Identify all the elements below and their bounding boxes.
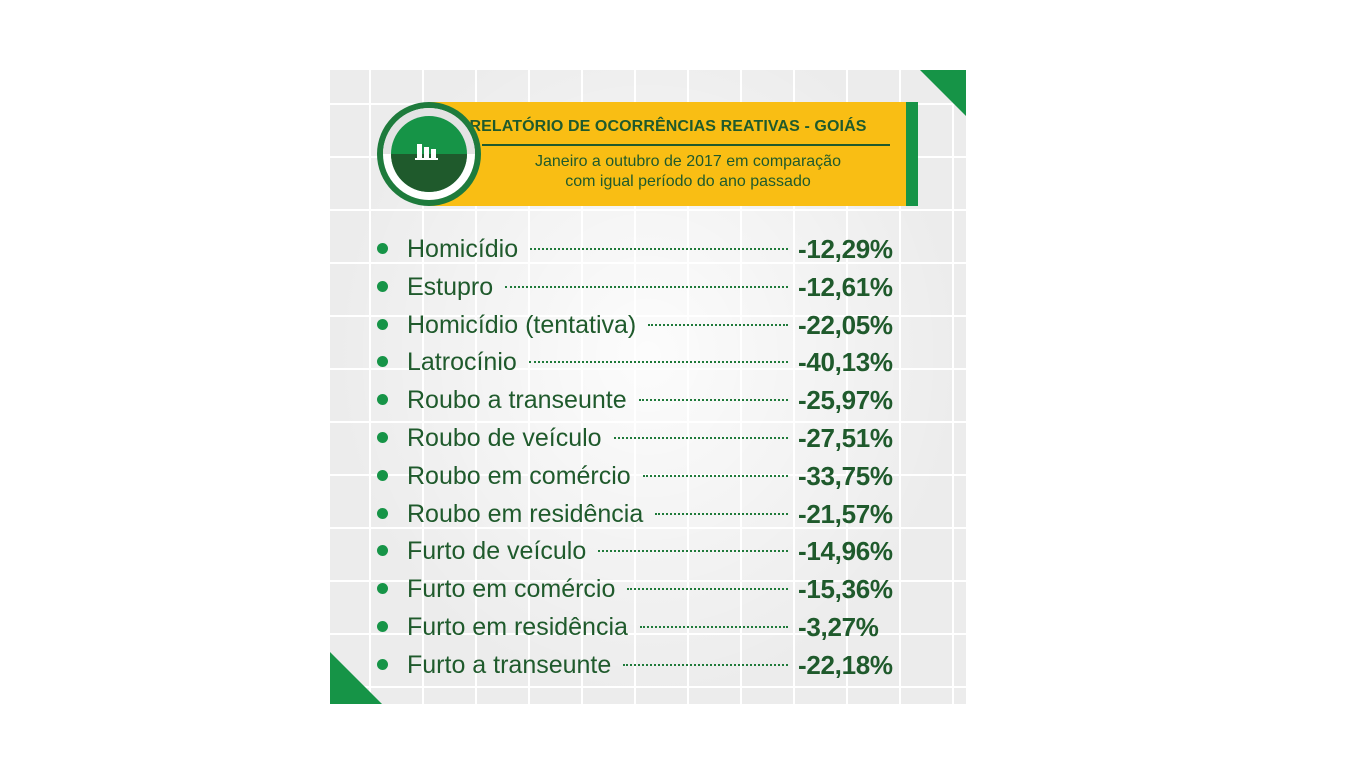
list-item: Furto em residência -3,27% <box>330 608 966 646</box>
header-banner: RELATÓRIO DE OCORRÊNCIAS REATIVAS - GOIÁ… <box>428 102 918 206</box>
item-label: Latrocínio <box>407 348 517 377</box>
dotted-leader <box>529 361 788 364</box>
list-item: Homicídio -12,29% <box>330 230 966 268</box>
list-item: Roubo de veículo -27,51% <box>330 419 966 457</box>
corner-triangle-top-right <box>920 70 966 116</box>
bullet-icon <box>377 469 388 481</box>
header-title: RELATÓRIO DE OCORRÊNCIAS REATIVAS - GOIÁ… <box>469 118 867 135</box>
bullet-icon <box>377 394 388 406</box>
item-label: Roubo de veículo <box>407 424 602 452</box>
header-subtitle-line2: com igual período do ano passado <box>565 173 811 190</box>
item-value: -21,57% <box>798 498 893 529</box>
item-label: Roubo em comércio <box>407 461 631 490</box>
item-value: -22,18% <box>798 649 893 680</box>
item-value: -12,61% <box>798 271 893 302</box>
header-subtitle: Janeiro a outubro de 2017 em comparação … <box>486 152 890 192</box>
item-label: Homicídio (tentativa) <box>407 310 637 339</box>
dotted-leader <box>627 588 788 591</box>
item-value: -27,51% <box>798 423 893 453</box>
item-label: Furto em residência <box>407 613 628 641</box>
dotted-leader <box>623 663 788 666</box>
list-item: Furto a transeunte -22,18% <box>330 646 966 684</box>
dotted-leader <box>598 550 788 553</box>
item-value: -3,27% <box>798 612 879 642</box>
bullet-icon <box>377 658 388 670</box>
list-item: Latrocínio -40,13% <box>330 343 966 381</box>
bar-chart-icon <box>377 102 481 206</box>
item-value: -14,96% <box>798 536 893 567</box>
bullet-icon <box>377 621 388 632</box>
item-label: Furto a transeunte <box>407 650 612 679</box>
infographic-card: RELATÓRIO DE OCORRÊNCIAS REATIVAS - GOIÁ… <box>330 70 966 704</box>
bullet-icon <box>377 432 388 443</box>
item-value: -12,29% <box>798 234 893 264</box>
bullet-icon <box>377 507 388 519</box>
dotted-leader <box>530 248 788 250</box>
dotted-leader <box>640 626 788 628</box>
header-green-stripe <box>906 102 918 206</box>
bullet-icon <box>377 318 388 330</box>
list-item: Furto em comércio -15,36% <box>330 570 966 608</box>
corner-triangle-bottom-left <box>330 652 382 704</box>
dotted-leader <box>648 323 788 326</box>
dotted-leader <box>639 399 788 402</box>
list-item: Roubo em comércio -33,75% <box>330 457 966 495</box>
dotted-leader <box>643 474 788 477</box>
list-item: Estupro -12,61% <box>330 268 966 306</box>
header-subtitle-line1: Janeiro a outubro de 2017 em comparação <box>535 153 841 170</box>
item-value: -40,13% <box>798 347 893 378</box>
list-item: Roubo a transeunte -25,97% <box>330 381 966 419</box>
item-value: -33,75% <box>798 460 893 491</box>
item-value: -22,05% <box>798 309 893 340</box>
bullet-icon <box>377 545 388 557</box>
item-label: Homicídio <box>407 235 519 263</box>
header-divider <box>482 144 890 146</box>
item-label: Furto em comércio <box>407 575 616 604</box>
item-label: Estupro <box>407 272 494 301</box>
dotted-leader <box>655 512 788 515</box>
item-value: -25,97% <box>798 385 893 416</box>
list-item: Homicídio (tentativa) -22,05% <box>330 306 966 344</box>
bullet-icon <box>377 356 388 368</box>
item-label: Roubo em residência <box>407 499 644 528</box>
list-item: Furto de veículo -14,96% <box>330 532 966 570</box>
bullet-icon <box>377 243 388 254</box>
item-label: Furto de veículo <box>407 537 587 566</box>
list-item: Roubo em residência -21,57% <box>330 495 966 533</box>
dotted-leader <box>505 285 788 288</box>
bullet-icon <box>377 583 388 595</box>
bullet-icon <box>377 280 388 292</box>
item-value: -15,36% <box>798 574 893 605</box>
item-label: Roubo a transeunte <box>407 386 627 415</box>
dotted-leader <box>614 437 788 439</box>
